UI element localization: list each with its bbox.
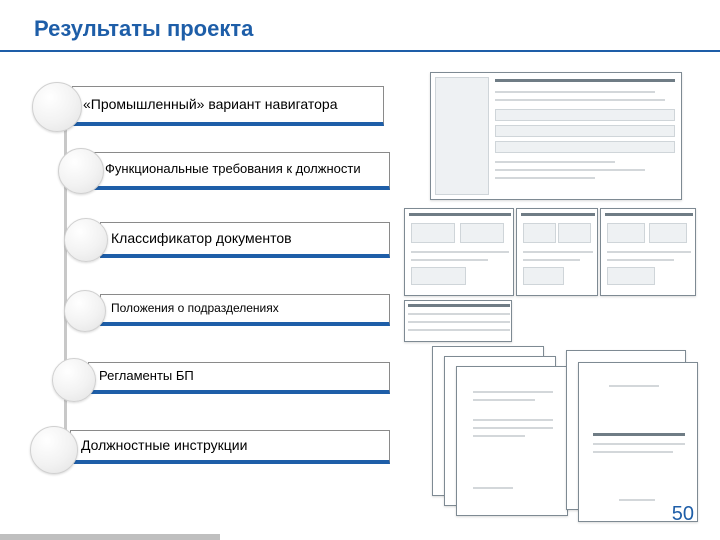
- list-item-bar: Функциональные требования к должности: [94, 152, 390, 190]
- thumb-panel-3: [600, 208, 696, 296]
- page-title: Результаты проекта: [34, 16, 253, 42]
- bullet-circle: [64, 218, 108, 262]
- page-number: 50: [672, 503, 694, 526]
- bullet-circle: [30, 426, 78, 474]
- list-item-bar: Регламенты БП: [88, 362, 390, 394]
- footer-accent: [0, 534, 220, 540]
- list-item-label: Классификатор документов: [111, 230, 292, 246]
- thumb-panel-1: [404, 208, 514, 296]
- slide: Результаты проекта «Промышленный» вариан…: [0, 0, 720, 540]
- list-item-bar: Должностные инструкции: [70, 430, 390, 464]
- page-title-text: Результаты проекта: [34, 16, 253, 41]
- thumb-table: [404, 300, 512, 342]
- list-item-label: «Промышленный» вариант навигатора: [83, 96, 337, 112]
- list-item-label: Должностные инструкции: [81, 437, 247, 453]
- thumb-navigator: [430, 72, 682, 200]
- thumb-doc-front: [456, 366, 568, 516]
- bullet-circle: [64, 290, 106, 332]
- bullet-circle: [52, 358, 96, 402]
- list-item-bar: «Промышленный» вариант навигатора: [72, 86, 384, 126]
- bullet-circle: [32, 82, 82, 132]
- list-item-bar: Классификатор документов: [100, 222, 390, 258]
- thumb-panel-2: [516, 208, 598, 296]
- list-item-label: Положения о подразделениях: [111, 302, 279, 316]
- title-underline: [0, 50, 720, 52]
- list-item-bar: Положения о подразделениях: [100, 294, 390, 326]
- bullet-circle: [58, 148, 104, 194]
- list-item-label: Регламенты БП: [99, 369, 194, 384]
- list-item-label: Функциональные требования к должности: [105, 162, 361, 177]
- thumb-report-front: [578, 362, 698, 522]
